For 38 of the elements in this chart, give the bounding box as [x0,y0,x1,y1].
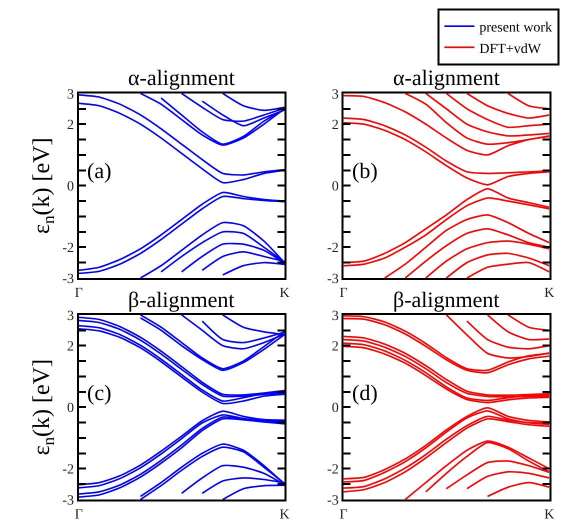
x-tick-label: Γ [340,286,348,301]
y-tick-label: 0 [332,401,339,416]
legend-label: DFT+vdW [479,42,542,57]
y-tick-label: -2 [327,241,339,256]
y-tick-label: -2 [327,462,339,478]
y-tick-label: 3 [332,87,339,102]
y-tick-label: 3 [332,308,339,324]
y-tick-label: -3 [62,493,74,508]
y-tick-label: -3 [62,272,74,287]
x-tick-label: K [279,286,290,301]
x-tick-label: Γ [74,507,83,522]
annotation: (c) [87,380,112,405]
legend-label: present work [479,20,552,36]
y-tick-label: 2 [67,340,74,355]
y-tick-label: 0 [67,401,74,416]
chart-title: α-alignment [393,65,500,90]
x-tick-label: Γ [74,286,83,301]
y-tick-label: -2 [62,241,74,256]
y-tick-label: -3 [327,272,339,287]
y-tick-label: 0 [332,180,339,195]
y-tick-label: 2 [332,118,339,134]
x-tick-label: K [544,507,554,522]
chart-title: α-alignment [128,65,235,90]
x-tick-label: Γ [340,507,348,522]
x-tick-label: K [544,286,554,301]
y-tick-label: 3 [67,87,74,102]
y-tick-label: 2 [67,118,74,134]
x-tick-label: K [279,507,290,522]
annotation: (a) [87,158,112,183]
y-tick-label: 2 [332,340,339,355]
y-tick-label: -3 [327,493,339,508]
y-tick-label: 3 [67,308,74,324]
annotation: (b) [352,158,378,183]
chart-title: β-alignment [128,287,234,312]
annotation: (d) [352,380,378,405]
y-tick-label: 0 [67,180,74,195]
y-tick-label: -2 [62,462,74,478]
chart-title: β-alignment [393,287,500,312]
